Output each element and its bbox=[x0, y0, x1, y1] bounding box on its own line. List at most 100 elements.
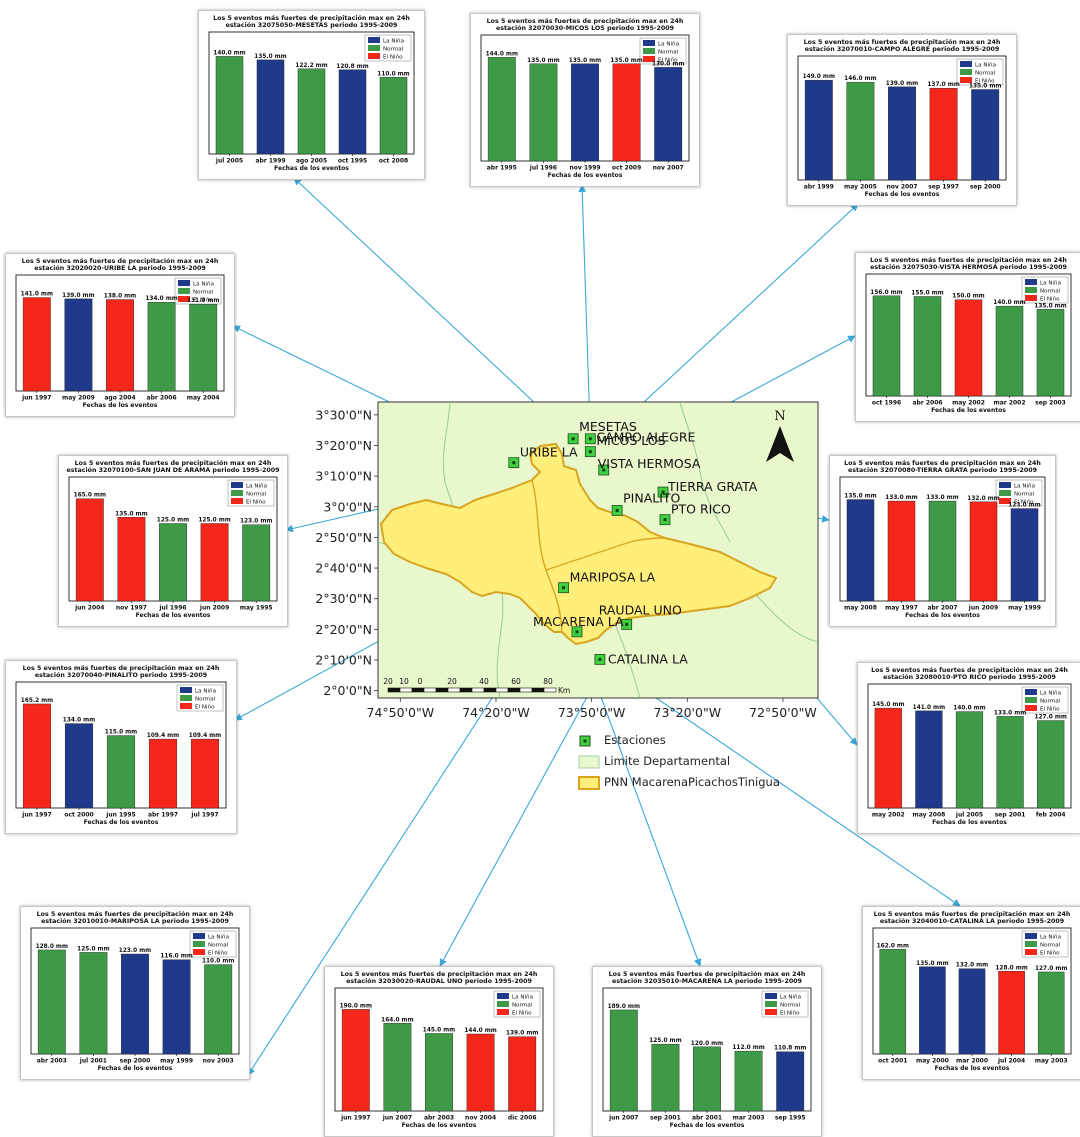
data-label: 162.0 mm bbox=[877, 943, 909, 949]
tick-label: may 2004 bbox=[187, 395, 220, 402]
bar bbox=[879, 949, 907, 1055]
data-label: 123.0 mm bbox=[240, 519, 272, 525]
connector-arrow bbox=[293, 177, 574, 440]
legend-entry: El Niño bbox=[780, 1010, 800, 1016]
x-axis-label: Fechas de los eventos bbox=[932, 819, 1007, 826]
x-axis-label: Fechas de los eventos bbox=[670, 1122, 745, 1129]
chart-subtitle: estación 32035010-MACARENA LA periodo 19… bbox=[612, 977, 802, 985]
legend-entry: La Niña bbox=[780, 994, 801, 1000]
lon-tick-label: 74°20'0"W bbox=[462, 705, 530, 720]
data-label: 133.0 mm bbox=[994, 710, 1026, 716]
station-marker-dot bbox=[562, 586, 566, 590]
park-subdivision bbox=[531, 479, 563, 633]
data-label: 120.8 mm bbox=[336, 64, 368, 70]
lat-tick-label: 3°30'0"N bbox=[315, 407, 372, 422]
data-label: 127.0 mm bbox=[1034, 715, 1066, 721]
tick-label: jun 2007 bbox=[608, 1115, 638, 1122]
legend-entry: La Niña bbox=[1040, 690, 1061, 696]
legend-entry: El Niño bbox=[658, 57, 678, 63]
park-subdivision bbox=[545, 537, 666, 571]
bar bbox=[190, 738, 220, 809]
legend-stations-label: Estaciones bbox=[604, 733, 666, 747]
tick-label: mar 2000 bbox=[956, 1058, 988, 1065]
bar bbox=[1010, 508, 1039, 602]
legend-swatch bbox=[193, 941, 205, 947]
legend-swatch bbox=[1025, 279, 1037, 285]
chart-title: Los 5 eventos más fuertes de precipitaci… bbox=[213, 14, 410, 22]
legend-swatch bbox=[960, 77, 972, 83]
scale-unit: Km bbox=[558, 686, 570, 695]
tick-label: ago 2005 bbox=[296, 158, 327, 165]
tick-label: jul 1996 bbox=[158, 605, 186, 612]
tick-label: oct 1996 bbox=[872, 400, 901, 407]
scale-segment bbox=[495, 687, 509, 693]
data-label: 123.0 mm bbox=[1008, 503, 1040, 509]
legend-entry: Normal bbox=[1040, 942, 1061, 948]
bar bbox=[487, 57, 516, 162]
station-map: 3°30'0"N 3°20'0"N 3°10'0"N 3°0'0"N 2°50'0"N 2… bbox=[300, 392, 820, 802]
chart-svg: Los 5 eventos más fuertes de precipitaci… bbox=[602, 970, 812, 1129]
chart-svg: Los 5 eventos más fuertes de precipitaci… bbox=[865, 256, 1072, 414]
legend-entry: Normal bbox=[193, 289, 214, 295]
lon-tick-label: 73°50'0"W bbox=[558, 705, 626, 720]
tick-label: may 2005 bbox=[844, 184, 877, 191]
legend-swatch bbox=[178, 288, 190, 294]
data-label: 109.4 mm bbox=[147, 733, 179, 739]
legend-entry: El Niño bbox=[1040, 706, 1060, 712]
legend-entry: El Niño bbox=[975, 78, 995, 84]
chart-svg: Los 5 eventos más fuertes de precipitaci… bbox=[480, 17, 690, 179]
data-label: 115.0 mm bbox=[105, 730, 137, 736]
legend-entry: Normal bbox=[246, 491, 267, 497]
tick-label: oct 2000 bbox=[64, 812, 93, 819]
data-label: 149.0 mm bbox=[803, 74, 835, 80]
legend-swatch bbox=[1025, 295, 1037, 301]
tick-label: jul 2001 bbox=[79, 1058, 107, 1065]
scale-label: 80 bbox=[543, 677, 553, 686]
tick-label: nov 2007 bbox=[886, 184, 917, 191]
data-label: 145.0 mm bbox=[872, 702, 904, 708]
data-label: 110.8 mm bbox=[774, 1046, 806, 1052]
scale-segment bbox=[435, 687, 449, 693]
chart-svg: Los 5 eventos más fuertes de precipitaci… bbox=[30, 910, 240, 1072]
tick-label: jul 2005 bbox=[215, 158, 243, 165]
legend-entry: La Niña bbox=[383, 38, 404, 44]
station-label: VISTA HERMOSA bbox=[598, 456, 701, 471]
bar bbox=[651, 1043, 680, 1112]
tick-label: may 2000 bbox=[916, 1058, 949, 1065]
chart-title: Los 5 eventos más fuertes de precipitaci… bbox=[871, 666, 1068, 674]
tick-label: sep 2001 bbox=[995, 812, 1026, 819]
chart-title: Los 5 eventos más fuertes de precipitaci… bbox=[844, 459, 1041, 467]
tick-label: mar 2003 bbox=[733, 1115, 765, 1122]
scale-bar bbox=[387, 687, 557, 693]
station-label: CATALINA LA bbox=[608, 651, 688, 666]
bar bbox=[913, 296, 942, 397]
bar bbox=[159, 523, 187, 602]
station-label: TIERRA GRATA bbox=[667, 479, 758, 494]
bar bbox=[22, 703, 52, 809]
station-marker-dot bbox=[588, 437, 592, 441]
tick-label: abr 1999 bbox=[804, 184, 834, 191]
station-marker-dot bbox=[625, 622, 629, 626]
x-axis-label: Fechas de los eventos bbox=[98, 1065, 173, 1072]
tick-label: nov 2007 bbox=[653, 165, 684, 172]
department-boundary bbox=[496, 581, 504, 699]
data-label: 130.0 mm bbox=[652, 61, 684, 67]
tick-label: nov 1997 bbox=[116, 605, 147, 612]
tick-label: jul 2004 bbox=[997, 1058, 1025, 1065]
data-label: 134.0 mm bbox=[63, 718, 95, 724]
data-label: 138.0 mm bbox=[104, 294, 136, 300]
chart-svg: Los 5 eventos más fuertes de precipitaci… bbox=[208, 14, 415, 172]
bar bbox=[64, 298, 93, 392]
legend-entry: La Niña bbox=[658, 41, 679, 47]
scale-segment bbox=[543, 687, 557, 693]
legend-swatch bbox=[1025, 697, 1037, 703]
legend-entry: Normal bbox=[208, 942, 229, 948]
scale-segment bbox=[531, 687, 545, 693]
station-label: MESETAS bbox=[579, 419, 637, 434]
bar bbox=[654, 67, 683, 162]
north-label: N bbox=[774, 409, 785, 424]
bar bbox=[162, 959, 191, 1055]
station-marker-dot bbox=[575, 630, 579, 634]
station-label: RAUDAL UNO bbox=[599, 602, 682, 617]
bar bbox=[121, 953, 149, 1055]
